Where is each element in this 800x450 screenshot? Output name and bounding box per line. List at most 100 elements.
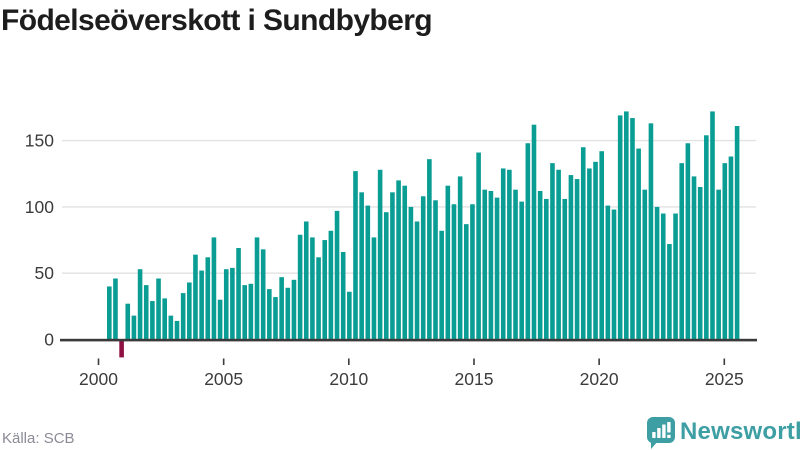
bar (174, 320, 180, 340)
bar (704, 135, 709, 340)
bar (624, 111, 629, 340)
bar (254, 237, 260, 340)
bar (519, 201, 524, 340)
bar (439, 230, 444, 340)
x-tick-label: 2005 (204, 369, 243, 389)
bar (414, 221, 420, 340)
bar (722, 163, 728, 340)
bar (630, 118, 635, 340)
bar (285, 287, 291, 340)
bar (476, 152, 481, 340)
bar (242, 285, 248, 340)
bar (347, 291, 352, 340)
bar (334, 210, 340, 340)
x-tick-label: 2000 (79, 369, 118, 389)
bar (507, 169, 512, 340)
bar (187, 282, 192, 340)
bar (420, 196, 426, 340)
bar (371, 237, 377, 340)
bar (303, 221, 309, 340)
bar (617, 115, 623, 340)
bar (691, 176, 697, 340)
bar (654, 206, 660, 340)
bar (230, 267, 235, 340)
bar (433, 200, 438, 340)
bar (494, 197, 500, 340)
bar (482, 189, 488, 340)
bar (273, 297, 278, 340)
newsworthy-logo-text: Newsworthy (680, 418, 800, 445)
bar (500, 168, 506, 340)
bar (267, 289, 272, 340)
bar (605, 205, 611, 340)
bar (180, 293, 186, 340)
bar (168, 315, 174, 340)
page-title: Födelseöverskott i Sundbyberg (1, 4, 433, 37)
y-tick-label: 100 (25, 197, 54, 217)
bar (328, 230, 334, 340)
bar (322, 240, 328, 340)
bar (728, 156, 734, 340)
bar (710, 111, 715, 340)
bar (457, 176, 463, 340)
bar (359, 192, 364, 340)
bar (642, 189, 648, 340)
x-tick (598, 358, 600, 365)
bar (556, 169, 561, 340)
y-tick-label: 150 (25, 131, 54, 151)
bar (537, 190, 543, 340)
bar (611, 209, 617, 340)
source-label: Källa: SCB (2, 430, 75, 447)
bar (297, 234, 303, 340)
bar (217, 299, 223, 340)
bar (353, 171, 358, 340)
bar (734, 126, 740, 340)
negative-bar (119, 339, 124, 358)
bar (531, 124, 537, 340)
bar (593, 161, 598, 340)
bar (248, 283, 254, 340)
bar (599, 151, 604, 340)
x-axis-line (60, 338, 757, 342)
bar (162, 298, 167, 340)
bar (113, 278, 118, 340)
bar (679, 163, 685, 340)
bar (137, 269, 143, 340)
y-tick-label: 0 (44, 330, 54, 350)
bar (685, 143, 691, 340)
x-tick (473, 358, 475, 365)
bar (636, 148, 641, 340)
newsworthy-logo-icon (647, 417, 675, 449)
bar (156, 278, 161, 340)
bar (377, 169, 383, 340)
x-tick (348, 358, 350, 365)
bar (488, 190, 494, 340)
bar (316, 257, 321, 340)
bar (445, 185, 451, 340)
bar (143, 285, 149, 340)
bar (427, 159, 432, 340)
bar (667, 244, 672, 340)
bar (236, 248, 241, 340)
bar (193, 254, 198, 340)
bar (205, 257, 211, 340)
bar (697, 187, 703, 340)
bar (470, 204, 475, 340)
bar (451, 204, 457, 340)
bar (131, 315, 137, 340)
bar (260, 249, 266, 340)
bar (402, 185, 408, 340)
bar (463, 224, 469, 340)
bar (673, 213, 678, 340)
bar (648, 123, 654, 340)
bar (574, 179, 580, 340)
bar (408, 206, 414, 340)
bar (150, 301, 155, 340)
bar (525, 143, 531, 340)
bar (211, 237, 217, 340)
bar (199, 270, 204, 340)
bar (550, 163, 555, 340)
bar (365, 205, 371, 340)
